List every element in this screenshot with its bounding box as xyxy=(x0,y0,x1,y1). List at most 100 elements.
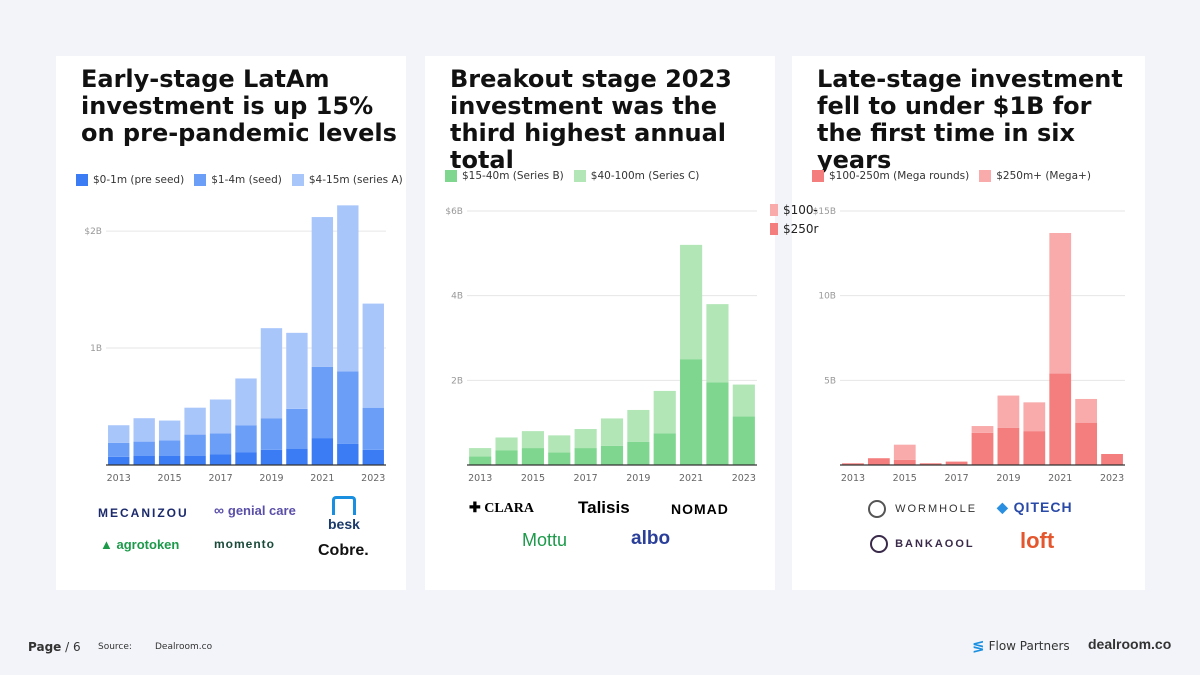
logo-text: agrotoken xyxy=(116,537,180,552)
bar-segment xyxy=(362,449,384,465)
legend-item: $1-4m (seed) xyxy=(194,174,282,186)
x-tick-label: 2021 xyxy=(1048,473,1072,484)
bar-segment xyxy=(260,449,283,465)
x-tick-label: 2015 xyxy=(158,473,182,484)
bar-segment xyxy=(337,205,359,372)
legend-label: $1-4m (seed) xyxy=(211,174,282,186)
logo-text: Talisis xyxy=(578,498,630,517)
panel-breakout-stage: Breakout stage 2023 investment was the t… xyxy=(425,56,775,590)
y-tick-label: 2B xyxy=(451,376,463,386)
wormhole-logo: WORMHOLE xyxy=(868,500,977,518)
bar-segment xyxy=(1049,233,1072,374)
legend-swatch xyxy=(194,174,207,186)
agrotoken-logo: ▲ agrotoken xyxy=(100,537,179,552)
dealroom-logo: dealroom.co xyxy=(1088,636,1171,652)
legend-item: $40-100m (Series C) xyxy=(573,170,700,182)
bar-segment xyxy=(1023,431,1046,465)
legend-label: $250r xyxy=(783,222,819,236)
bar-segment xyxy=(260,418,283,450)
bar-segment xyxy=(133,455,155,465)
bar-segment xyxy=(997,395,1020,428)
x-tick-label: 2019 xyxy=(626,473,650,484)
bar-segment xyxy=(311,438,334,465)
logo-text: WORMHOLE xyxy=(895,502,978,515)
logo-text: genial care xyxy=(227,503,296,518)
source-label: Source: xyxy=(98,642,132,652)
legend-item: $15-40m (Series B) xyxy=(445,170,564,182)
bar-segment xyxy=(469,456,492,465)
flow-partners-icon: ≶ xyxy=(972,637,985,655)
bar-segment xyxy=(337,443,359,465)
qitech-icon: ◆ xyxy=(997,499,1009,515)
bar-segment xyxy=(653,390,676,434)
page-label: Page xyxy=(28,640,62,654)
bar-segment xyxy=(108,456,130,465)
bar-segment xyxy=(362,407,384,450)
logo-text: NOMAD xyxy=(671,501,729,517)
bar-chart: 1B $2B 2013 2015 2017 2019 2021 2023 xyxy=(84,205,386,484)
legend-label: $40-100m (Series C) xyxy=(590,170,700,182)
bar-segment xyxy=(235,425,257,453)
bar-segment xyxy=(574,448,597,465)
bar-segment xyxy=(133,418,155,442)
bar-segment xyxy=(600,445,624,465)
bankaool-logo: BANKAOOL xyxy=(870,535,975,553)
legend-swatch xyxy=(979,170,992,182)
bar-segment xyxy=(158,455,181,465)
legend-label: $250m+ (Mega+) xyxy=(996,170,1091,182)
bar-segment xyxy=(945,461,968,465)
x-tick-label: 2021 xyxy=(310,473,334,484)
bar-segment xyxy=(1101,453,1123,465)
bar-segment xyxy=(680,359,703,465)
legend-label: $4-15m (series A) xyxy=(308,174,403,186)
bar-segment xyxy=(1075,422,1098,465)
x-tick-label: 2023 xyxy=(361,473,385,484)
bar-segment xyxy=(311,366,334,439)
x-tick-label: 2013 xyxy=(468,473,492,484)
bar-segment xyxy=(235,452,257,465)
mottu-logo: Mottu xyxy=(522,530,567,551)
legend-item: $4-15m (series A) xyxy=(291,174,403,186)
bar-segment xyxy=(893,459,916,465)
y-tick-label: $15B xyxy=(813,207,836,217)
legend-swatch xyxy=(770,223,778,235)
x-tick-label: 2023 xyxy=(732,473,756,484)
nomad-logo: NOMAD xyxy=(671,501,729,517)
logo-text: QITECH xyxy=(1013,499,1073,515)
chart-legend: $100-250m (Mega rounds) $250m+ (Mega+) xyxy=(812,170,1091,182)
chart-legend: $0-1m (pre seed) $1-4m (seed) $4-15m (se… xyxy=(76,174,403,186)
panel-early-stage: Early-stage LatAm investment is up 15% o… xyxy=(56,56,406,590)
x-tick-label: 2021 xyxy=(679,473,703,484)
x-tick-label: 2013 xyxy=(107,473,131,484)
bar-segment xyxy=(971,426,994,433)
x-tick-label: 2017 xyxy=(208,473,232,484)
clara-logo: ✚ CLARA xyxy=(469,500,534,517)
bar-segment xyxy=(1023,402,1046,432)
logo-text: Cobre. xyxy=(318,542,369,559)
legend-item: $0-1m (pre seed) xyxy=(76,174,184,186)
bar-segment xyxy=(893,444,916,460)
bar-segment xyxy=(706,304,729,383)
legend-item: $250m+ (Mega+) xyxy=(979,170,1091,182)
stray-legend-item: $100- xyxy=(770,203,818,217)
bar-segment xyxy=(286,332,308,409)
x-tick-label: 2013 xyxy=(841,473,865,484)
genial-care-logo: ∞ genial care xyxy=(214,502,296,518)
cobre-logo: Cobre. xyxy=(318,542,369,560)
bar-segment xyxy=(1049,373,1072,465)
mecanizou-logo: MECANIZOU xyxy=(98,506,189,520)
bar-segment xyxy=(184,455,206,465)
stray-legend-item: $250r xyxy=(770,222,818,236)
bar-segment xyxy=(842,463,864,465)
bar-segment xyxy=(469,448,492,457)
logo-text: CLARA xyxy=(484,501,535,516)
bar-segment xyxy=(548,435,571,453)
y-tick-label: 1B xyxy=(90,344,102,354)
chart-legend: $15-40m (Series B) $40-100m (Series C) xyxy=(445,170,699,182)
page-indicator: Page / 6 xyxy=(28,640,81,654)
legend-swatch xyxy=(291,174,304,186)
bar-chart: 5B 10B $15B 2013 2015 2017 2019 2021 2023 xyxy=(813,207,1125,484)
bar-segment xyxy=(209,433,232,455)
legend-label: $0-1m (pre seed) xyxy=(93,174,185,186)
genial-care-icon: ∞ xyxy=(214,502,224,518)
